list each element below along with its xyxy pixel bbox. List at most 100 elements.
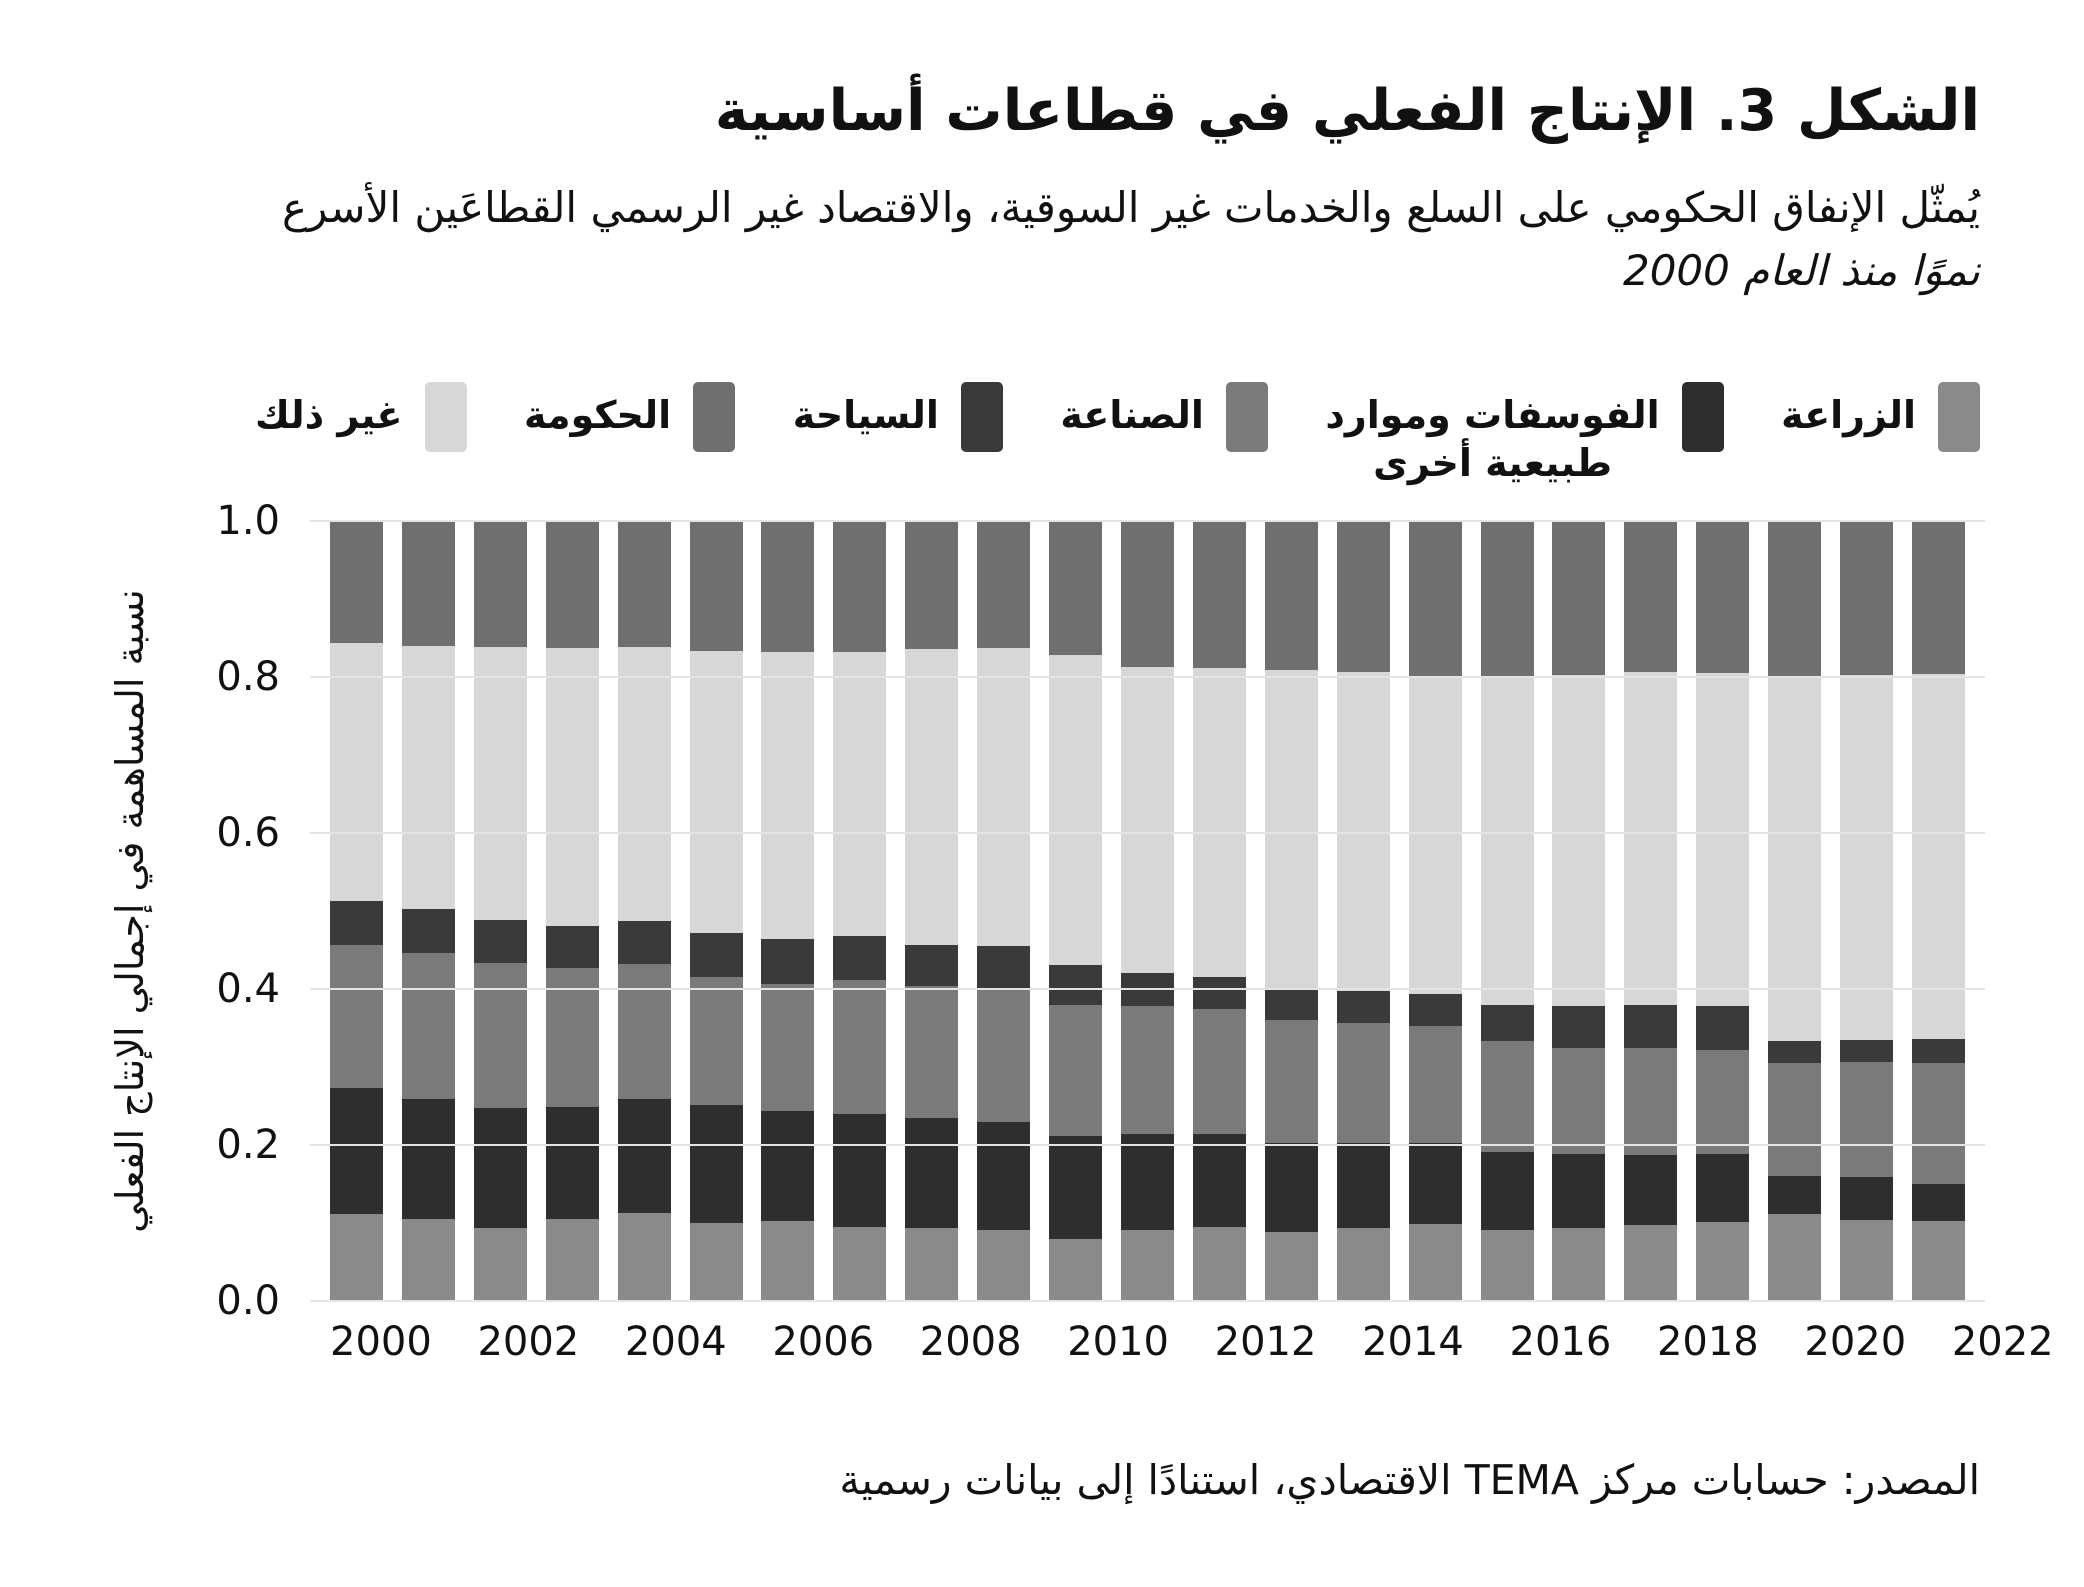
x-tick-2008: 2008 [919,1319,1022,1365]
y-axis-label-text: نسبة المساهمة في إجمالي الإنتاج الفعلي [108,589,152,1233]
segment-agriculture-2011 [1120,1230,1174,1301]
segment-other-2002 [473,647,527,921]
segment-government-2001 [401,521,455,646]
segment-government-2018 [1624,521,1678,672]
segment-agriculture-2019 [1696,1222,1750,1301]
x-cell-2011 [1141,1319,1194,1365]
x-cell-2009 [993,1319,1046,1365]
x-cell-2010: 2010 [1067,1319,1169,1365]
x-tick-2004: 2004 [624,1319,727,1365]
segment-phosphates-2014 [1336,1142,1390,1229]
legend-label-phosphates: الفوسفات وموارد طبيعية أخرى [1325,393,1660,485]
x-tick-2014: 2014 [1362,1319,1464,1365]
bar-2018 [1624,521,1678,1301]
segment-industry-2012 [1192,1008,1246,1135]
segment-agriculture-2010 [1049,1238,1103,1301]
segment-phosphates-2006 [761,1111,815,1222]
segment-industry-2014 [1336,1022,1390,1143]
legend-label-agriculture: الزراعة [1781,393,1916,437]
segment-other-2015 [1408,677,1462,995]
gridline-0.4 [310,988,1985,990]
bar-2016 [1480,521,1534,1301]
x-tick-2022: 2022 [1951,1319,2054,1365]
segment-phosphates-2013 [1264,1143,1318,1232]
x-cell-2020: 2020 [1804,1319,1906,1365]
segment-other-2004 [617,646,671,922]
segment-industry-2010 [1049,1005,1103,1136]
segment-other-2010 [1049,655,1103,965]
bar-2022 [1911,521,1965,1301]
segment-phosphates-2004 [617,1099,671,1213]
bar-2002 [473,521,527,1301]
segment-government-2009 [977,521,1031,649]
segment-tourism-2006 [761,939,815,984]
segment-industry-2019 [1696,1049,1750,1154]
segment-industry-2003 [545,967,599,1107]
segment-phosphates-2005 [689,1105,743,1223]
x-tick-2020: 2020 [1804,1319,1907,1365]
legend-swatch-tourism [960,382,1003,452]
gridline-1.0 [310,520,1985,522]
segment-tourism-2003 [545,925,599,968]
segment-other-2012 [1192,668,1246,978]
segment-agriculture-2007 [833,1226,887,1301]
bar-2014 [1336,521,1390,1301]
x-tick-2010: 2010 [1067,1319,1169,1365]
y-tick-1.0: 1.0 [216,498,280,544]
x-tick-2000: 2000 [330,1319,432,1365]
x-cell-2003 [551,1319,604,1365]
segment-agriculture-2006 [761,1221,815,1301]
bar-2012 [1192,521,1246,1301]
bars-area [310,521,1985,1301]
x-tick-2018: 2018 [1656,1319,1759,1365]
segment-agriculture-2001 [401,1219,455,1301]
segment-agriculture-2012 [1192,1226,1246,1301]
segment-government-2014 [1336,521,1390,672]
segment-phosphates-2001 [401,1099,455,1220]
segment-tourism-2001 [401,909,455,954]
bar-2000 [330,521,383,1301]
segment-other-2003 [545,648,599,926]
bar-2009 [977,521,1031,1301]
segment-phosphates-2003 [545,1106,599,1220]
legend-item-industry: الصناعة [1060,382,1268,488]
segment-agriculture-2002 [473,1227,527,1301]
legend-item-agriculture: الزراعة [1781,382,1980,488]
segment-other-2021 [1840,675,1894,1040]
segment-government-2011 [1120,521,1174,667]
y-tick-0.6: 0.6 [216,810,280,856]
stacked-bar-chart: 2000 2002 2004 2006 2008 2010 2012 2014 2016 2018… [216,498,2053,1365]
segment-other-2008 [905,648,959,945]
x-cell-2016: 2016 [1510,1319,1612,1365]
x-cell-2022: 2022 [1952,1319,2054,1365]
segment-government-2002 [473,521,527,648]
segment-government-2005 [689,521,743,652]
segment-other-2014 [1336,671,1390,991]
x-tick-2002: 2002 [477,1319,580,1365]
legend-label-other: غير ذلك [255,393,403,437]
segment-tourism-2017 [1552,1006,1606,1048]
x-cell-2001 [404,1319,457,1365]
segment-agriculture-2000 [330,1213,383,1301]
segment-other-2017 [1552,675,1606,1007]
bar-2003 [545,521,599,1301]
segment-tourism-2018 [1624,1005,1678,1049]
x-tick-2012: 2012 [1214,1319,1317,1365]
legend-swatch-government [693,382,736,452]
x-cell-2004: 2004 [625,1319,727,1365]
bar-2006 [761,521,815,1301]
segment-phosphates-2008 [905,1117,959,1229]
segment-other-2001 [401,645,455,910]
segment-tourism-2000 [330,900,383,946]
x-cell-2014: 2014 [1362,1319,1464,1365]
legend-item-phosphates: الفوسفات وموارد طبيعية أخرى [1325,382,1724,488]
segment-tourism-2020 [1768,1041,1822,1064]
x-cell-2006: 2006 [772,1319,874,1365]
segment-tourism-2022 [1911,1038,1965,1064]
segment-government-2000 [330,521,383,644]
segment-industry-2016 [1480,1041,1534,1153]
bar-2008 [905,521,959,1301]
x-cell-2008: 2008 [920,1319,1022,1365]
segment-other-2019 [1696,673,1750,1007]
segment-other-2020 [1768,677,1822,1042]
